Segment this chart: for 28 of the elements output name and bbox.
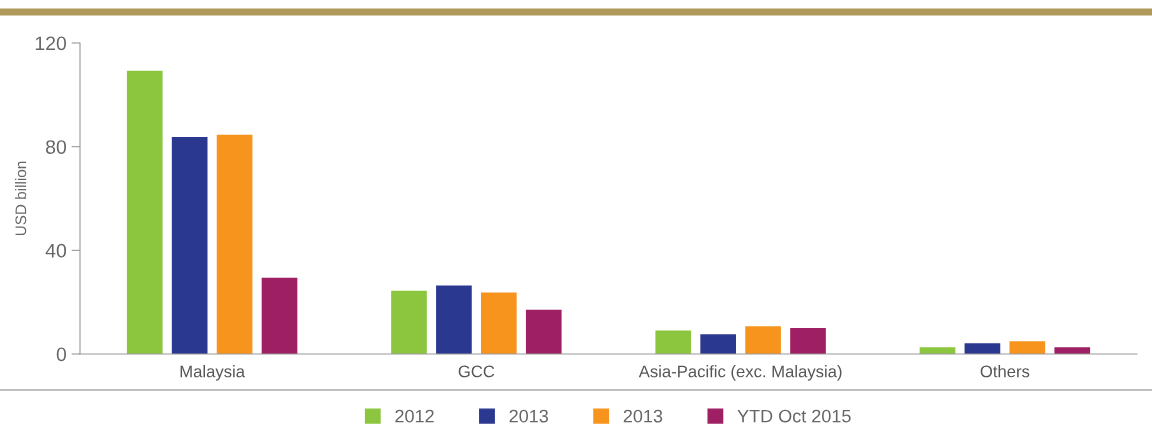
bar [216, 134, 253, 354]
bar [745, 326, 781, 354]
legend-label: 2012 [395, 409, 434, 423]
legend-label: 2013 [623, 409, 663, 423]
x-tick-label: Malaysia [180, 365, 246, 381]
bar [655, 330, 692, 354]
bar [964, 343, 1001, 354]
bar [700, 334, 736, 354]
bar [481, 292, 517, 354]
bar [436, 285, 472, 354]
bar [1009, 341, 1046, 354]
bar [261, 277, 298, 354]
x-tick-label: GCC [458, 365, 495, 378]
bar [391, 290, 427, 354]
bar [525, 309, 562, 354]
y-tick-label: 0 [56, 347, 67, 362]
bar [126, 70, 163, 354]
legend-label: 2013 [509, 409, 549, 423]
y-tick-label: 120 [35, 36, 67, 51]
legend-label: YTD Oct 2015 [737, 409, 851, 423]
y-tick-label: 40 [45, 243, 67, 258]
bar [790, 328, 826, 354]
x-tick-label: Asia-Pacific (exc. Malaysia) [638, 365, 842, 381]
y-axis-title: USD billion [15, 161, 27, 236]
bar [1054, 347, 1091, 354]
bar [171, 137, 208, 354]
y-tick-label: 80 [46, 140, 67, 154]
x-tick-label: Others [980, 365, 1030, 378]
